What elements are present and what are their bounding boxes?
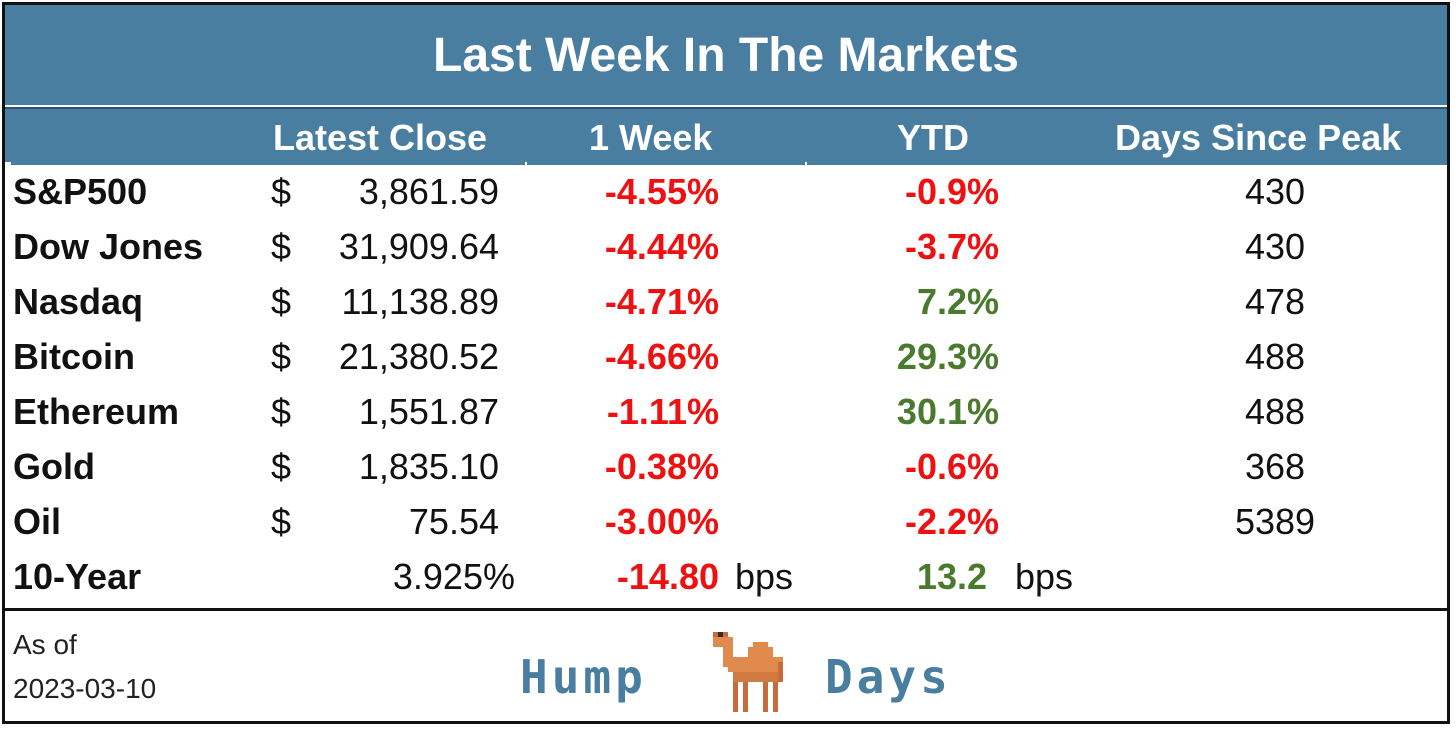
- header-gap: [5, 162, 11, 168]
- days-since-peak-value: 5389: [1234, 501, 1316, 542]
- latest-close-value: 1,835.10: [358, 446, 499, 487]
- dollar-sign: $: [271, 336, 292, 377]
- ytd-unit: bps: [1015, 556, 1074, 597]
- one-week-change: -14.80: [616, 556, 719, 597]
- one-week-change: -4.66%: [604, 336, 719, 377]
- asset-name: S&P500: [13, 171, 148, 212]
- header-gap: [525, 162, 527, 168]
- ytd-change: 7.2%: [916, 281, 999, 322]
- table-row: Dow Jones $ 31,909.64 -4.44% -3.7% 430: [5, 220, 1447, 275]
- header-ytd: YTD: [897, 117, 969, 158]
- latest-close-value: 3.925%: [392, 556, 515, 597]
- week-unit: bps: [735, 556, 794, 597]
- one-week-change: -3.00%: [604, 501, 719, 542]
- days-since-peak-value: 488: [1244, 336, 1306, 377]
- table-row: Bitcoin $ 21,380.52 -4.66% 29.3% 488: [5, 330, 1447, 385]
- header-gap: [805, 162, 807, 168]
- header-latest-close: Latest Close: [273, 117, 488, 158]
- asset-name: Dow Jones: [13, 226, 204, 267]
- latest-close-value: 31,909.64: [338, 226, 499, 267]
- latest-close-value: 75.54: [408, 501, 499, 542]
- asset-name: Gold: [13, 446, 95, 487]
- asset-name: Ethereum: [13, 391, 180, 432]
- hump-days-logo: Hump Days: [520, 622, 990, 722]
- logo-text-left: Hump: [520, 650, 647, 704]
- camel-icon: [713, 632, 783, 712]
- table-row: S&P500 $ 3,861.59 -4.55% -0.9% 430: [5, 165, 1447, 220]
- latest-close-value: 21,380.52: [338, 336, 499, 377]
- table-row: Nasdaq $ 11,138.89 -4.71% 7.2% 478: [5, 275, 1447, 330]
- ytd-change: -0.6%: [904, 446, 999, 487]
- one-week-change: -1.11%: [606, 391, 719, 432]
- asset-name: 10-Year: [13, 556, 142, 597]
- days-since-peak-value: 368: [1244, 446, 1306, 487]
- column-header-row: Latest Close 1 Week YTD Days Since Peak: [5, 107, 1447, 168]
- one-week-change: -0.38%: [604, 446, 719, 487]
- ytd-change: -0.9%: [904, 171, 999, 212]
- table-row-ten-year: 10-Year 3.925% -14.80 bps 13.2 bps: [5, 550, 1447, 605]
- one-week-change: -4.71%: [604, 281, 719, 322]
- logo-text-right: Days: [825, 650, 952, 704]
- table-row: Gold $ 1,835.10 -0.38% -0.6% 368: [5, 440, 1447, 495]
- days-since-peak-value: 430: [1244, 226, 1306, 267]
- days-since-peak-value: 430: [1244, 171, 1306, 212]
- footer-divider: [5, 608, 1447, 611]
- dollar-sign: $: [271, 281, 292, 322]
- dollar-sign: $: [271, 446, 292, 487]
- one-week-change: -4.44%: [604, 226, 719, 267]
- days-since-peak-value: 488: [1244, 391, 1306, 432]
- latest-close-value: 3,861.59: [358, 171, 499, 212]
- header-one-week: 1 Week: [589, 117, 713, 158]
- table-row: Oil $ 75.54 -3.00% -2.2% 5389: [5, 495, 1447, 550]
- latest-close-value: 1,551.87: [358, 391, 499, 432]
- ytd-change: -3.7%: [904, 226, 999, 267]
- days-since-peak-value: 478: [1244, 281, 1306, 322]
- asset-name: Oil: [13, 501, 62, 542]
- ytd-change: 13.2: [916, 556, 987, 597]
- dollar-sign: $: [271, 171, 292, 212]
- card-title: Last Week In The Markets: [5, 5, 1447, 105]
- dollar-sign: $: [271, 226, 292, 267]
- header-days-since-peak: Days Since Peak: [1115, 117, 1402, 158]
- ytd-change: 29.3%: [896, 336, 999, 377]
- as-of-block: As of 2023-03-10: [13, 623, 156, 711]
- dollar-sign: $: [271, 501, 292, 542]
- table-row: Ethereum $ 1,551.87 -1.11% 30.1% 488: [5, 385, 1447, 440]
- ytd-change: 30.1%: [896, 391, 999, 432]
- as-of-date: 2023-03-10: [13, 673, 157, 704]
- latest-close-value: 11,138.89: [341, 281, 499, 322]
- dollar-sign: $: [271, 391, 292, 432]
- ytd-change: -2.2%: [904, 501, 999, 542]
- asset-name: Nasdaq: [13, 281, 144, 322]
- as-of-label: As of: [13, 629, 77, 660]
- asset-name: Bitcoin: [13, 336, 135, 377]
- one-week-change: -4.55%: [604, 171, 719, 212]
